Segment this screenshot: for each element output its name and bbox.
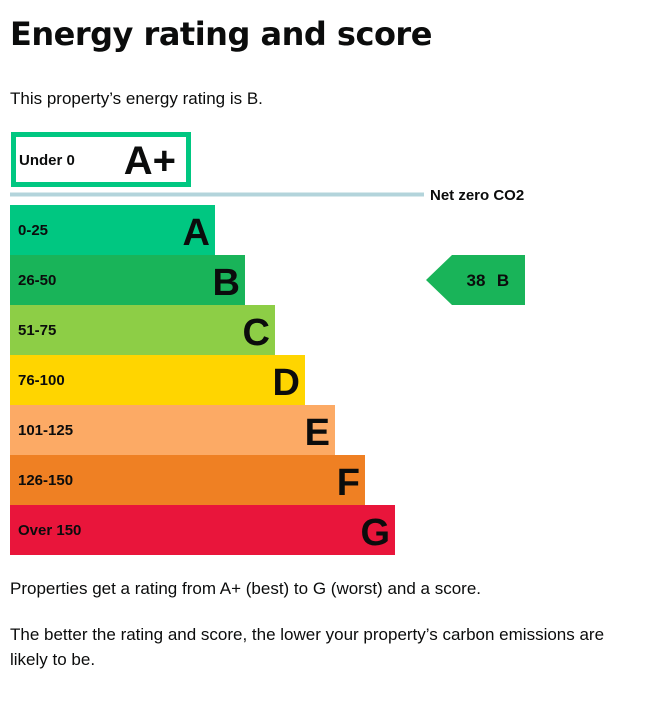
band-c-bar: [10, 305, 275, 355]
band-b-letter: B: [213, 262, 240, 304]
band-g-bar: [10, 505, 395, 555]
rating-summary: This property’s energy rating is B.: [10, 89, 263, 108]
band-a-bar: [10, 205, 215, 255]
page-title: Energy rating and score: [10, 15, 432, 53]
net-zero-label: Net zero CO2: [430, 187, 524, 204]
band-e-range: 101-125: [18, 422, 73, 439]
band-f-bar: [10, 455, 365, 505]
band-a-plus-box: [11, 132, 191, 187]
band-e-bar: [10, 405, 335, 455]
rating-explanation: Properties get a rating from A+ (best) t…: [10, 579, 482, 598]
band-d-letter: D: [273, 362, 300, 404]
band-a-letter: A: [183, 212, 210, 254]
band-b-range: 26-50: [18, 272, 56, 289]
current-rating-score: 38: [467, 271, 486, 290]
band-b-bar: [10, 255, 245, 305]
band-g-letter: G: [360, 512, 390, 554]
carbon-explanation: The better the rating and score, the low…: [10, 625, 605, 669]
energy-rating-chart: Under 0 A+ Net zero CO2 0-25 A 26-50 B 51-75 C 76…: [10, 132, 525, 555]
band-a-range: 0-25: [18, 222, 48, 239]
band-g-range: Over 150: [18, 522, 81, 539]
band-f-range: 126-150: [18, 472, 73, 489]
current-rating-arrow: [426, 255, 525, 305]
band-c-range: 51-75: [18, 322, 56, 339]
band-f-letter: F: [337, 462, 360, 504]
band-d-range: 76-100: [18, 372, 65, 389]
band-a-plus-range: Under 0: [19, 152, 75, 169]
band-c-letter: C: [243, 312, 270, 354]
band-a-plus-letter: A+: [124, 139, 176, 183]
band-d-bar: [10, 355, 305, 405]
band-e-letter: E: [305, 412, 330, 454]
current-rating-letter: B: [497, 271, 509, 290]
